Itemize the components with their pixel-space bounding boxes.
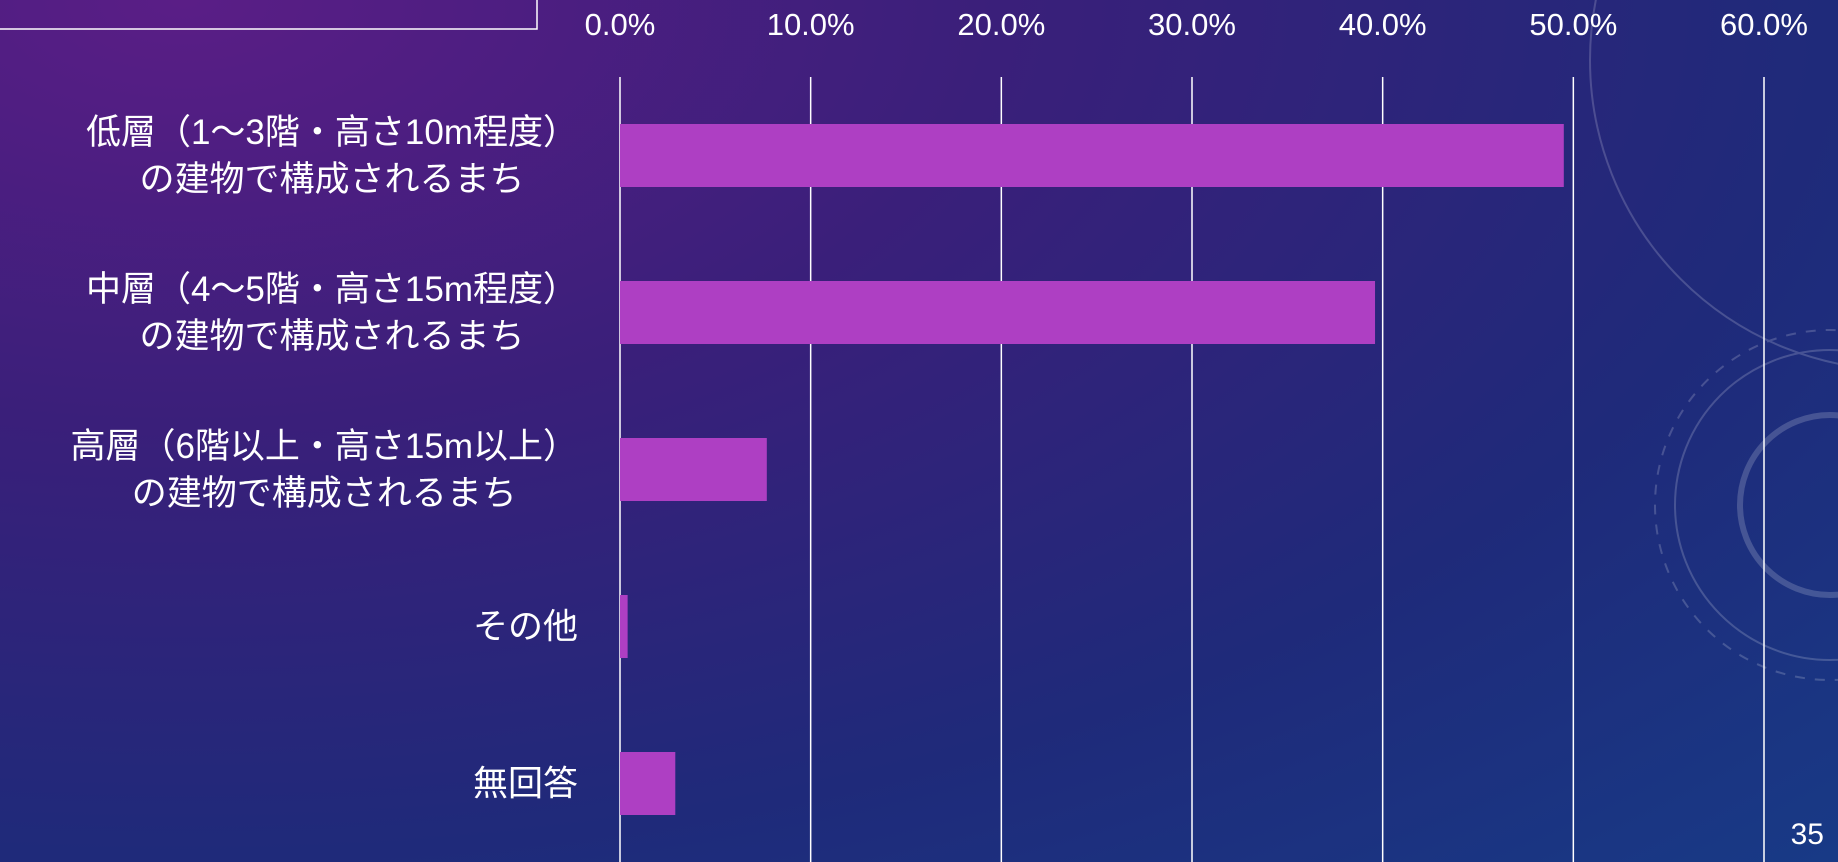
decoration (1590, 0, 1838, 680)
x-tick-label: 40.0% (1339, 7, 1427, 42)
bar (620, 124, 1564, 187)
title-box (0, 0, 537, 29)
x-tick-label: 0.0% (585, 7, 656, 42)
page: 0.0%10.0%20.0%30.0%40.0%50.0%60.0% 35 ((… (0, 0, 1838, 862)
y-tick-label: 低層（1～3階・高さ10m程度） の建物で構成されるまち (86, 108, 578, 203)
x-tick-label: 10.0% (767, 7, 855, 42)
bar (620, 752, 675, 815)
y-tick-label: その他 (473, 603, 578, 650)
y-tick-label: 高層（6階以上・高さ15m以上） の建物で構成されるまち (70, 422, 578, 517)
bar (620, 595, 628, 658)
page-number: 35 (1791, 818, 1824, 852)
x-tick-label: 50.0% (1529, 7, 1617, 42)
x-tick-label: 60.0% (1720, 7, 1808, 42)
y-tick-label: 中層（4～5階・高さ15m程度） の建物で構成されるまち (86, 265, 578, 360)
bar (620, 438, 767, 501)
y-tick-label: 無回答 (473, 760, 578, 807)
x-tick-label: 20.0% (957, 7, 1045, 42)
bar (620, 281, 1375, 344)
x-tick-label: 30.0% (1148, 7, 1236, 42)
